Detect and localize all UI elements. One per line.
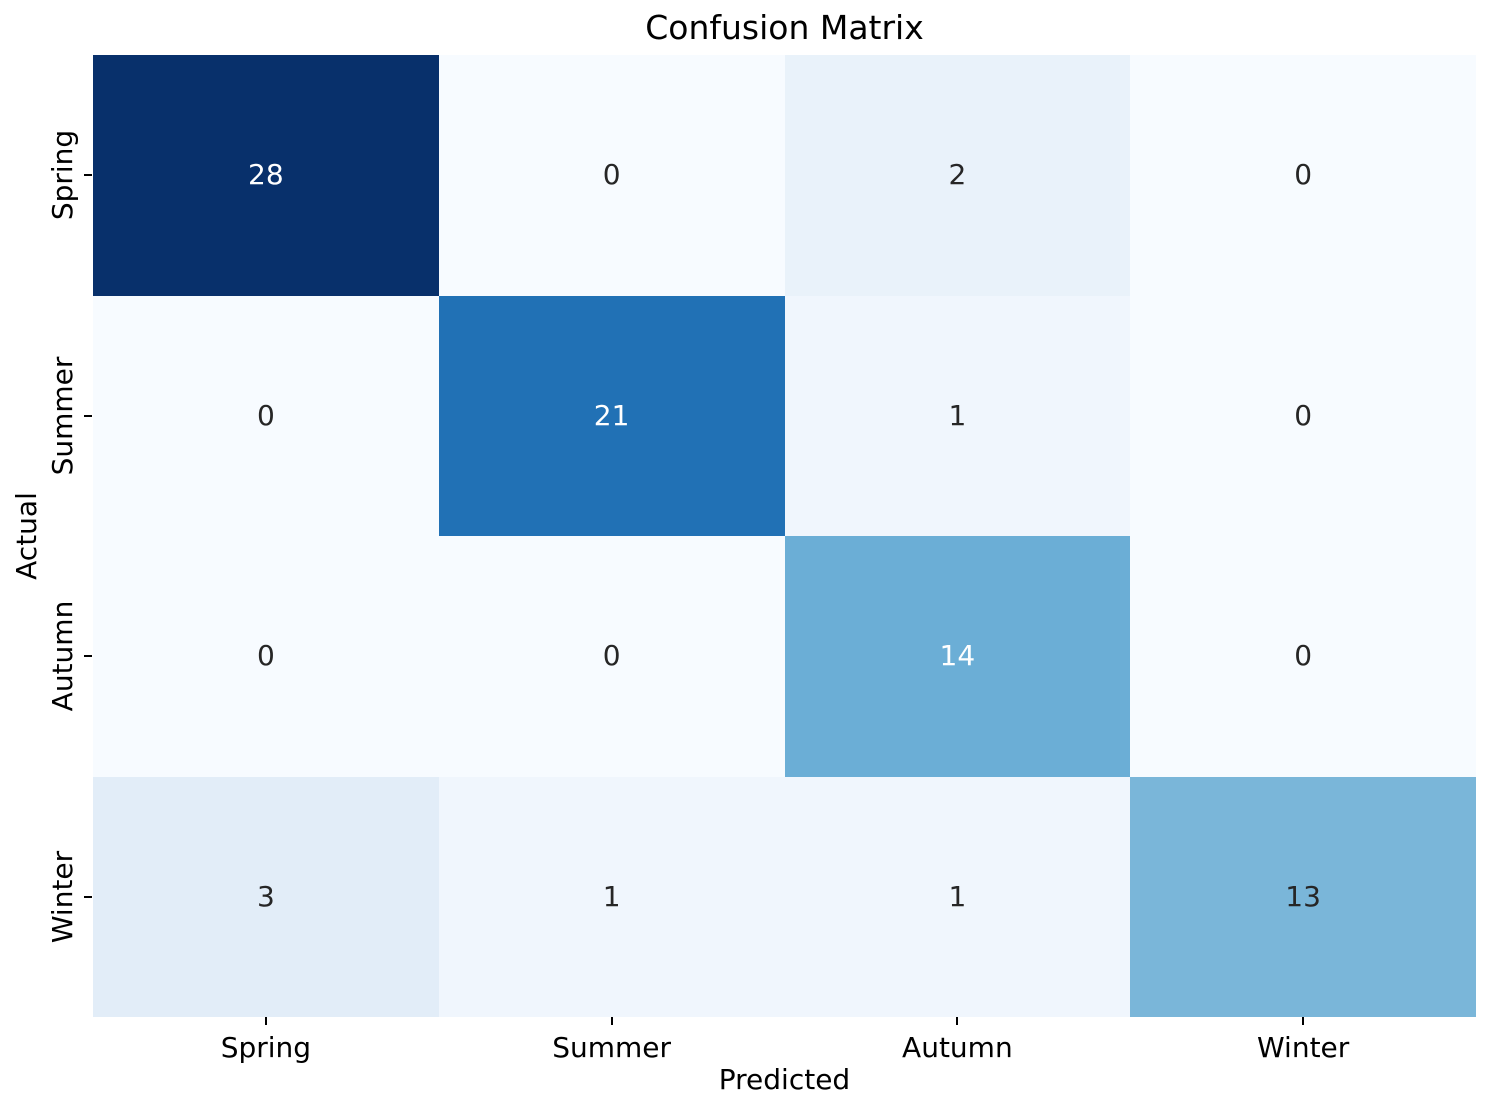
heatmap-cell-autumn-spring: 0: [93, 536, 439, 777]
x-axis-label: Predicted: [718, 1063, 851, 1096]
heatmap-cell-summer-autumn: 1: [784, 295, 1131, 536]
x-tick-mark: [264, 1017, 267, 1025]
heatmap-cell-summer-summer: 21: [438, 295, 785, 536]
y-tick-label-summer: Summer: [46, 356, 79, 476]
y-axis-label: Actual: [10, 492, 43, 580]
x-tick-mark: [1302, 1017, 1305, 1025]
cell-value: 0: [1294, 398, 1313, 432]
heatmap-grid: 28 0 2 0 0 21 1 0 0 0 14 0 3 1 1 13: [93, 55, 1476, 1017]
heatmap-cell-autumn-autumn: 14: [784, 536, 1131, 777]
y-tick-label-autumn: Autumn: [46, 600, 79, 712]
cell-value: 1: [948, 398, 967, 432]
x-tick-label-autumn: Autumn: [902, 1031, 1013, 1064]
cell-value: 0: [1294, 158, 1313, 192]
cell-value: 1: [602, 879, 621, 913]
cell-value: 0: [602, 639, 621, 673]
heatmap-cell-spring-summer: 0: [438, 55, 785, 296]
chart-title: Confusion Matrix: [645, 8, 924, 47]
heatmap-cell-winter-winter: 13: [1130, 776, 1476, 1017]
y-tick-mark: [84, 414, 92, 417]
cell-value: 14: [939, 639, 976, 673]
cell-value: 13: [1285, 879, 1321, 913]
heatmap-cell-spring-autumn: 2: [784, 55, 1131, 296]
cell-value: 2: [948, 158, 967, 192]
cell-value: 0: [602, 158, 621, 192]
cell-value: 0: [256, 639, 275, 673]
heatmap-cell-summer-winter: 0: [1130, 295, 1476, 536]
y-tick-mark: [84, 174, 92, 177]
cell-value: 0: [1294, 639, 1313, 673]
cell-value: 3: [256, 879, 275, 913]
heatmap-cell-autumn-summer: 0: [438, 536, 785, 777]
y-tick-label-winter: Winter: [46, 850, 79, 943]
heatmap-cell-spring-winter: 0: [1130, 55, 1476, 296]
x-tick-label-summer: Summer: [552, 1031, 672, 1064]
heatmap-cell-spring-spring: 28: [93, 55, 439, 296]
heatmap-cell-winter-summer: 1: [438, 776, 785, 1017]
y-tick-mark: [84, 655, 92, 658]
cell-value: 1: [948, 879, 967, 913]
y-tick-label-spring: Spring: [46, 130, 79, 221]
cell-value: 28: [248, 158, 284, 192]
x-tick-label-winter: Winter: [1256, 1031, 1350, 1064]
heatmap-cell-summer-spring: 0: [93, 295, 439, 536]
x-tick-mark: [610, 1017, 613, 1025]
cell-value: 21: [593, 398, 630, 432]
x-tick-label-spring: Spring: [220, 1031, 312, 1064]
heatmap-cell-winter-autumn: 1: [784, 776, 1131, 1017]
y-tick-mark: [84, 895, 92, 898]
heatmap-cell-winter-spring: 3: [93, 776, 439, 1017]
heatmap-cell-autumn-winter: 0: [1130, 536, 1476, 777]
x-tick-mark: [956, 1017, 959, 1025]
cell-value: 0: [256, 398, 275, 432]
